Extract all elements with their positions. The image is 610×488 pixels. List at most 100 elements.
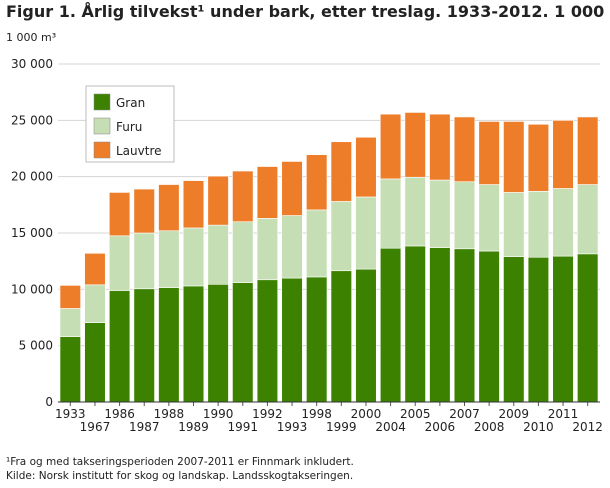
bar-segment-furu-1967 — [84, 284, 106, 323]
bars — [59, 112, 599, 403]
bar-segment-lauvtre-2005 — [404, 112, 426, 178]
x-tick-label: 1999 — [326, 420, 357, 434]
y-tick-label: 25 000 — [11, 113, 53, 127]
bar-segment-lauvtre-1933 — [59, 285, 81, 309]
x-tick-label: 1989 — [178, 420, 209, 434]
bar-segment-lauvtre-2010 — [527, 123, 550, 192]
bar-segment-furu-1987 — [133, 232, 155, 290]
bar-segment-gran-1998 — [306, 276, 328, 403]
bar-segment-furu-2005 — [404, 176, 426, 247]
x-tick-label: 2011 — [548, 407, 579, 421]
bar-segment-furu-1992 — [256, 218, 279, 281]
bar-segment-gran-1991 — [232, 282, 254, 403]
bar-segment-furu-2004 — [379, 178, 402, 249]
bar-segment-gran-1988 — [158, 287, 180, 403]
bar-segment-furu-1988 — [158, 230, 180, 288]
x-tick-label: 1990 — [203, 407, 234, 421]
y-tick-label: 30 000 — [11, 57, 53, 71]
bar-segment-gran-2006 — [429, 247, 451, 403]
footnote: ¹Fra og med takseringsperioden 2007-2011… — [6, 456, 354, 468]
bar-segment-lauvtre-1989 — [182, 180, 205, 229]
x-tick-label: 1993 — [277, 420, 308, 434]
x-tick-label: 1998 — [301, 407, 332, 421]
bar-segment-gran-1933 — [59, 336, 81, 403]
bar-segment-gran-2012 — [577, 253, 599, 403]
bar-segment-lauvtre-1990 — [207, 175, 229, 226]
bar-segment-furu-1989 — [182, 227, 205, 287]
x-tick-label: 2005 — [400, 407, 431, 421]
bar-segment-gran-1993 — [281, 277, 303, 403]
bar-segment-furu-2010 — [527, 191, 550, 258]
bar-segment-gran-2009 — [503, 256, 525, 403]
x-tick-label: 2006 — [425, 420, 456, 434]
bar-segment-furu-2008 — [478, 184, 500, 252]
x-tick-label: 1988 — [154, 407, 185, 421]
bar-segment-furu-2000 — [355, 196, 377, 270]
bar-segment-lauvtre-1987 — [133, 188, 155, 234]
bar-segment-gran-2004 — [379, 247, 402, 403]
bar-segment-furu-1986 — [108, 235, 131, 291]
bar-segment-lauvtre-1988 — [158, 184, 180, 232]
bar-segment-lauvtre-2011 — [552, 120, 574, 189]
bar-segment-gran-1989 — [182, 285, 205, 403]
bar-segment-lauvtre-2004 — [379, 113, 402, 180]
bar-segment-furu-2009 — [503, 192, 525, 257]
bar-segment-furu-1933 — [59, 308, 81, 337]
bar-segment-gran-2000 — [355, 268, 377, 403]
bar-segment-gran-1987 — [133, 288, 155, 403]
bar-segment-furu-2007 — [453, 181, 476, 250]
y-tick-label: 5 000 — [19, 339, 53, 353]
bar-segment-lauvtre-1998 — [306, 154, 328, 211]
bar-segment-lauvtre-2012 — [577, 116, 599, 185]
legend-label-furu: Furu — [116, 120, 142, 134]
x-tick-label: 2000 — [351, 407, 382, 421]
bar-segment-gran-1999 — [330, 270, 352, 403]
bar-segment-furu-1990 — [207, 224, 229, 285]
bar-segment-gran-2011 — [552, 255, 574, 403]
x-tick-label: 2012 — [572, 420, 603, 434]
legend-label-lauvtre: Lauvtre — [116, 144, 162, 158]
x-tick-label: 1986 — [104, 407, 135, 421]
bar-segment-furu-1998 — [306, 209, 328, 278]
x-tick-label: 2008 — [474, 420, 505, 434]
bar-segment-gran-2005 — [404, 245, 426, 403]
legend-swatch-lauvtre — [93, 141, 111, 159]
y-tick-label: 20 000 — [11, 170, 53, 184]
bar-segment-gran-2010 — [527, 256, 550, 403]
bar-segment-furu-2006 — [429, 179, 451, 248]
y-tick-label: 15 000 — [11, 226, 53, 240]
bar-segment-gran-1986 — [108, 290, 131, 403]
bar-segment-gran-1992 — [256, 279, 279, 403]
chart-title: Figur 1. Årlig tilvekst¹ under bark, ett… — [6, 2, 610, 21]
bar-segment-gran-2008 — [478, 250, 500, 403]
bar-segment-lauvtre-2000 — [355, 136, 377, 198]
bar-segment-furu-1993 — [281, 215, 303, 279]
bar-segment-furu-1999 — [330, 201, 352, 272]
x-tick-label: 2010 — [523, 420, 554, 434]
bar-segment-gran-2007 — [453, 248, 476, 403]
axes: 0 5 000 10 000 15 000 20 000 25 000 30 000 1933… — [11, 57, 603, 434]
bar-segment-lauvtre-2007 — [453, 116, 476, 183]
bar-segment-lauvtre-1967 — [84, 252, 106, 286]
bar-segment-furu-1991 — [232, 221, 254, 283]
bar-segment-lauvtre-2009 — [503, 121, 525, 193]
bar-segment-lauvtre-2006 — [429, 113, 451, 181]
bar-segment-lauvtre-1993 — [281, 161, 303, 216]
bar-segment-lauvtre-1999 — [330, 141, 352, 202]
legend-label-gran: Gran — [116, 96, 145, 110]
legend-swatch-furu — [93, 117, 111, 135]
x-tick-label: 1967 — [80, 420, 111, 434]
y-tick-label: 0 — [45, 395, 53, 409]
legend: Gran Furu Lauvtre — [85, 85, 175, 163]
y-tick-label: 10 000 — [11, 282, 53, 296]
bar-segment-furu-2012 — [577, 184, 599, 255]
x-tick-label: 1933 — [55, 407, 86, 421]
x-tick-label: 1991 — [227, 420, 258, 434]
source-note: Kilde: Norsk institutt for skog og lands… — [6, 470, 354, 482]
bar-segment-lauvtre-1992 — [256, 166, 279, 219]
x-tick-label: 1992 — [252, 407, 283, 421]
legend-swatch-gran — [93, 93, 111, 111]
x-tick-label: 2007 — [449, 407, 480, 421]
bar-segment-gran-1967 — [84, 322, 106, 403]
x-tick-label: 1987 — [129, 420, 160, 434]
